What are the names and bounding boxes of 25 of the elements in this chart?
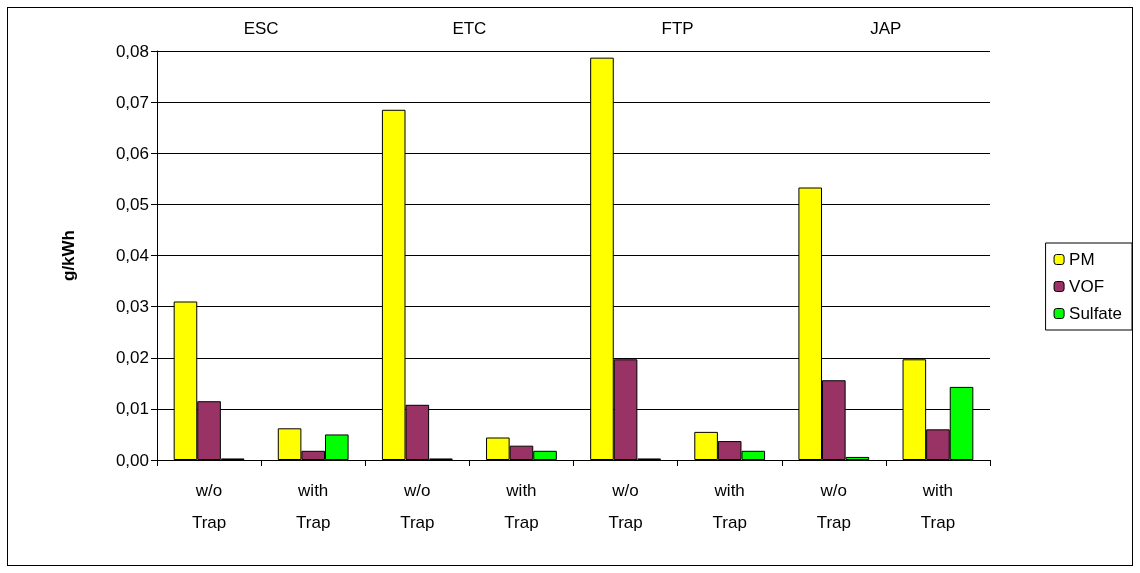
x-tick-label: w/o Trap [191, 480, 227, 532]
y-tick-label: 0,05 [115, 194, 149, 214]
text: JAP [870, 18, 902, 38]
x-tick-label: with Trap [504, 480, 539, 532]
y-tick-label: 0,07 [115, 92, 149, 112]
y-axis-title: g/kWh [59, 230, 78, 281]
x-tick-label: w/o Trap [400, 480, 435, 532]
legend-label: PM [1069, 250, 1095, 269]
y-tick-label: 0,06 [115, 143, 149, 163]
y-tick-label: 0,02 [115, 348, 149, 368]
x-tick-label: with Trap [296, 480, 331, 532]
y-tick-label: 0,08 [115, 41, 149, 61]
text: ESC [243, 18, 279, 38]
x-tick-label: w/o Trap [816, 480, 851, 532]
x-tick-label: with Trap [920, 480, 956, 532]
text: ETC [452, 18, 487, 38]
legend-label: VOF [1069, 277, 1105, 296]
y-tick-label: 0,01 [115, 399, 149, 419]
x-tick-label: w/o Trap [608, 480, 643, 532]
y-tick-label: 0,04 [115, 246, 149, 265]
text: FTP [661, 18, 694, 38]
x-tick-label: with Trap [712, 480, 747, 532]
legend-label: Sulfate [1069, 304, 1123, 323]
y-tick-label: 0,03 [115, 297, 149, 317]
y-tick-label: 0,00 [115, 450, 149, 470]
